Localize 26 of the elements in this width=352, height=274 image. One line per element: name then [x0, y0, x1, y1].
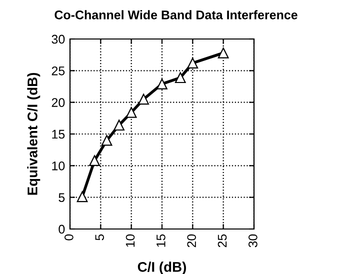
point [138, 94, 150, 105]
x-tick-label: 20 [187, 234, 196, 248]
y-tick-label: 5 [58, 193, 65, 202]
x-tick-label: 5 [95, 234, 104, 240]
point [187, 58, 198, 68]
point [156, 78, 168, 90]
x-tick-label: 25 [218, 234, 227, 248]
point [101, 134, 112, 146]
point [218, 48, 229, 58]
x-tick-label: 10 [126, 234, 135, 247]
point [126, 107, 137, 118]
point [89, 155, 100, 166]
y-tick-label: 30 [52, 34, 65, 44]
y-tick-label: 10 [52, 161, 65, 170]
x-tick-label: 30 [248, 234, 258, 248]
chart-title: Co-Channel Wide Band Data Interference [54, 10, 298, 20]
y-tick-label: 25 [52, 66, 65, 76]
y-tick-label: 15 [52, 130, 65, 139]
y-tick-label: 20 [52, 98, 65, 107]
y-tick-label: 0 [58, 224, 65, 234]
y-axis-title: Equivalent C/I (dB) [27, 72, 40, 195]
x-tick-label: 15 [156, 234, 166, 247]
point [174, 72, 186, 84]
x-tick-label: 0 [64, 234, 74, 240]
point [76, 191, 88, 202]
point [114, 120, 124, 131]
